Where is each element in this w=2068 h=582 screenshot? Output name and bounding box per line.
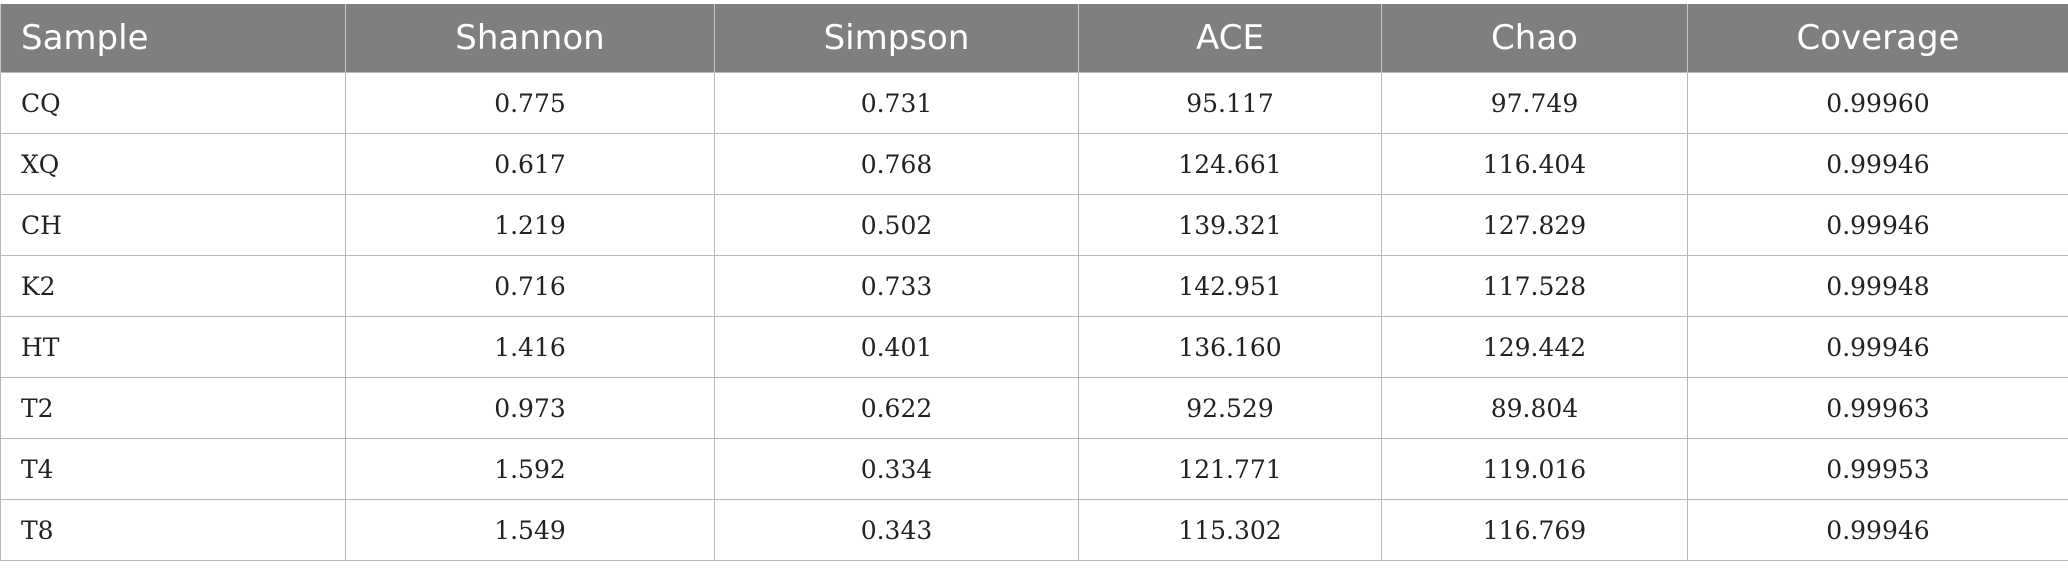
header-row: Sample Shannon Simpson ACE Chao Coverage bbox=[0, 4, 2068, 73]
cell-simpson: 0.622 bbox=[714, 377, 1079, 439]
header-shannon: Shannon bbox=[345, 4, 715, 73]
cell-chao: 89.804 bbox=[1381, 377, 1688, 439]
cell-shannon: 1.219 bbox=[345, 194, 715, 256]
cell-ace: 95.117 bbox=[1078, 72, 1382, 134]
cell-shannon: 0.716 bbox=[345, 255, 715, 317]
cell-chao: 119.016 bbox=[1381, 438, 1688, 500]
cell-coverage: 0.99946 bbox=[1687, 194, 2068, 256]
diversity-table-container: Sample Shannon Simpson ACE Chao Coverage… bbox=[0, 4, 2068, 561]
cell-simpson: 0.733 bbox=[714, 255, 1079, 317]
header-chao: Chao bbox=[1381, 4, 1688, 73]
cell-shannon: 0.617 bbox=[345, 133, 715, 195]
cell-chao: 127.829 bbox=[1381, 194, 1688, 256]
cell-coverage: 0.99948 bbox=[1687, 255, 2068, 317]
cell-coverage: 0.99960 bbox=[1687, 72, 2068, 134]
table-row: XQ 0.617 0.768 124.661 116.404 0.99946 bbox=[0, 133, 2068, 195]
cell-simpson: 0.731 bbox=[714, 72, 1079, 134]
table-row: CH 1.219 0.502 139.321 127.829 0.99946 bbox=[0, 194, 2068, 256]
cell-simpson: 0.401 bbox=[714, 316, 1079, 378]
cell-coverage: 0.99946 bbox=[1687, 316, 2068, 378]
cell-ace: 136.160 bbox=[1078, 316, 1382, 378]
header-sample: Sample bbox=[0, 4, 346, 73]
cell-simpson: 0.502 bbox=[714, 194, 1079, 256]
cell-chao: 116.769 bbox=[1381, 499, 1688, 561]
cell-simpson: 0.768 bbox=[714, 133, 1079, 195]
cell-coverage: 0.99963 bbox=[1687, 377, 2068, 439]
cell-sample: T2 bbox=[0, 377, 346, 439]
cell-coverage: 0.99946 bbox=[1687, 133, 2068, 195]
table-row: T2 0.973 0.622 92.529 89.804 0.99963 bbox=[0, 377, 2068, 439]
cell-coverage: 0.99953 bbox=[1687, 438, 2068, 500]
cell-simpson: 0.334 bbox=[714, 438, 1079, 500]
cell-sample: CQ bbox=[0, 72, 346, 134]
table-row: T4 1.592 0.334 121.771 119.016 0.99953 bbox=[0, 438, 2068, 500]
cell-shannon: 1.549 bbox=[345, 499, 715, 561]
table-body: CQ 0.775 0.731 95.117 97.749 0.99960 XQ … bbox=[0, 72, 2068, 561]
cell-chao: 117.528 bbox=[1381, 255, 1688, 317]
cell-shannon: 1.416 bbox=[345, 316, 715, 378]
cell-shannon: 1.592 bbox=[345, 438, 715, 500]
header-simpson: Simpson bbox=[714, 4, 1079, 73]
cell-ace: 115.302 bbox=[1078, 499, 1382, 561]
cell-simpson: 0.343 bbox=[714, 499, 1079, 561]
header-coverage: Coverage bbox=[1687, 4, 2068, 73]
cell-ace: 142.951 bbox=[1078, 255, 1382, 317]
diversity-index-table: Sample Shannon Simpson ACE Chao Coverage… bbox=[0, 4, 2068, 561]
cell-ace: 92.529 bbox=[1078, 377, 1382, 439]
cell-shannon: 0.775 bbox=[345, 72, 715, 134]
cell-chao: 116.404 bbox=[1381, 133, 1688, 195]
cell-shannon: 0.973 bbox=[345, 377, 715, 439]
cell-sample: HT bbox=[0, 316, 346, 378]
cell-chao: 129.442 bbox=[1381, 316, 1688, 378]
cell-ace: 139.321 bbox=[1078, 194, 1382, 256]
cell-coverage: 0.99946 bbox=[1687, 499, 2068, 561]
table-header: Sample Shannon Simpson ACE Chao Coverage bbox=[0, 4, 2068, 73]
table-row: HT 1.416 0.401 136.160 129.442 0.99946 bbox=[0, 316, 2068, 378]
cell-sample: K2 bbox=[0, 255, 346, 317]
cell-sample: XQ bbox=[0, 133, 346, 195]
header-ace: ACE bbox=[1078, 4, 1382, 73]
table-row: K2 0.716 0.733 142.951 117.528 0.99948 bbox=[0, 255, 2068, 317]
cell-sample: T4 bbox=[0, 438, 346, 500]
cell-ace: 121.771 bbox=[1078, 438, 1382, 500]
cell-sample: CH bbox=[0, 194, 346, 256]
cell-ace: 124.661 bbox=[1078, 133, 1382, 195]
cell-sample: T8 bbox=[0, 499, 346, 561]
cell-chao: 97.749 bbox=[1381, 72, 1688, 134]
table-row: CQ 0.775 0.731 95.117 97.749 0.99960 bbox=[0, 72, 2068, 134]
table-row: T8 1.549 0.343 115.302 116.769 0.99946 bbox=[0, 499, 2068, 561]
